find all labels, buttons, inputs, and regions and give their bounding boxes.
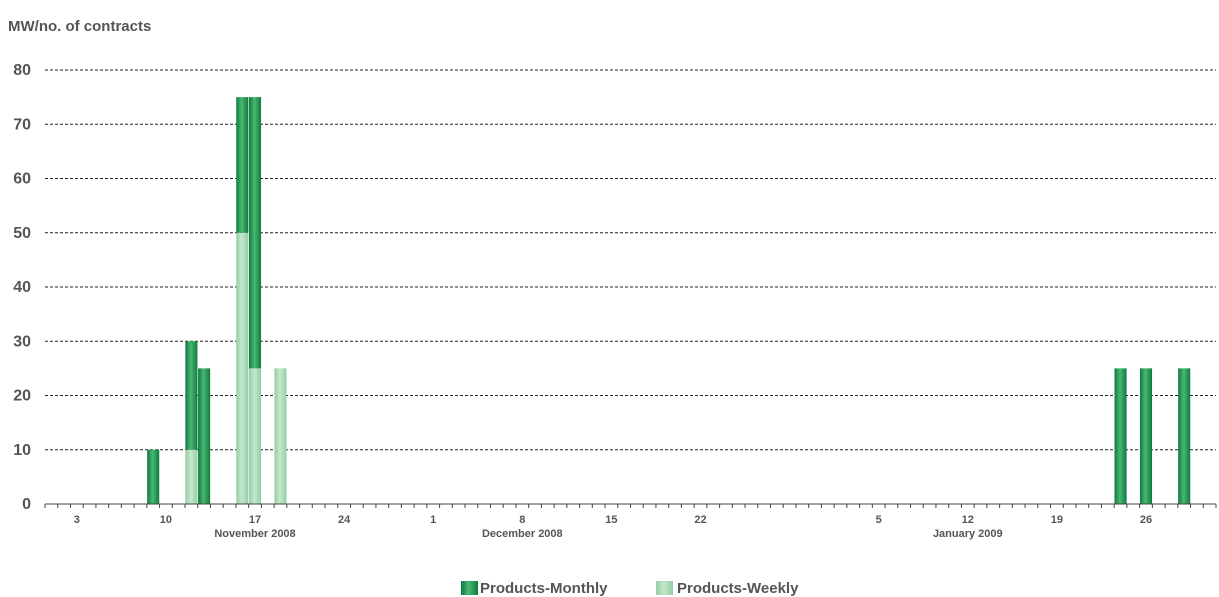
y-tick-label: 0 [22,496,31,513]
y-tick-label: 20 [13,388,31,405]
gridlines [45,69,1216,451]
bar-products-monthly [1114,368,1127,504]
y-tick-label: 80 [13,62,31,79]
x-tick-label: 12 [962,514,974,526]
x-month-label: November 2008 [214,528,295,540]
bar-products-weekly [274,368,287,504]
bar-products-weekly [236,232,249,504]
y-tick-label: 60 [13,171,31,188]
legend: Products-Monthly Products-Weekly [461,580,799,597]
bar-products-weekly [248,368,262,504]
x-axis: 3 10 17 24 1 8 15 22 5 12 19 26 November 2008 Decembe… [44,503,1217,540]
y-tick-label: 70 [13,116,31,133]
legend-swatch-monthly [461,581,478,595]
y-axis-ticks: 0 10 20 30 40 50 60 70 80 [13,62,31,513]
y-axis-label: MW/no. of contracts [8,18,151,35]
y-tick-label: 50 [13,225,31,242]
y-tick-label: 40 [13,279,31,296]
legend-label-weekly: Products-Weekly [677,580,799,597]
x-month-label: January 2009 [933,528,1003,540]
x-tick-label: 19 [1051,514,1063,526]
x-month-label: December 2008 [482,528,563,540]
x-tick-label: 3 [74,514,80,526]
x-tick-label: 17 [249,514,261,526]
x-tick-label: 5 [876,514,882,526]
bars [147,97,1191,504]
x-tick-label: 10 [160,514,172,526]
x-tick-label: 15 [605,514,617,526]
x-tick-label: 22 [694,514,706,526]
legend-swatch-weekly [656,581,673,595]
x-tick-label: 26 [1140,514,1152,526]
bar-products-monthly [236,97,249,233]
bar-products-monthly [1139,368,1153,504]
bar-products-monthly [198,368,211,504]
bar-products-weekly [185,449,198,504]
bar-products-monthly [248,97,262,369]
bar-products-monthly [185,341,198,450]
legend-label-monthly: Products-Monthly [480,580,608,597]
x-tick-label: 8 [519,514,525,526]
bar-products-monthly [147,449,160,504]
y-tick-label: 10 [13,442,31,459]
x-tick-label: 24 [338,514,351,526]
bar-products-monthly [1178,368,1191,504]
y-tick-label: 30 [13,333,31,350]
x-tick-label: 1 [430,514,436,526]
